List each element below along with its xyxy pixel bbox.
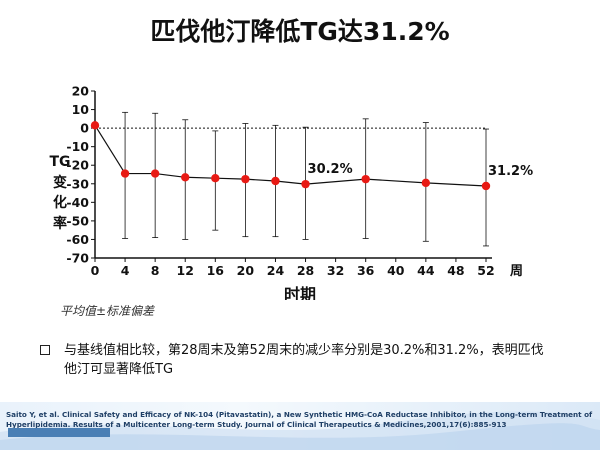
x-tick-label: 20: [237, 263, 255, 278]
x-tick-label: 4: [121, 263, 130, 278]
data-point: [301, 179, 310, 189]
y-tick-label: -20: [66, 158, 89, 173]
y-tick-label: 10: [72, 102, 90, 117]
slide-title: 匹伐他汀降低TG达31.2%: [150, 17, 450, 46]
y-axis-label-char: 化: [53, 194, 67, 211]
y-tick-label: -30: [66, 176, 89, 191]
square-bullet-icon: [40, 345, 50, 355]
x-tick-label: 24: [267, 263, 285, 278]
data-point: [150, 169, 160, 178]
data-label: 31.2%: [488, 164, 533, 179]
x-tick-label: 16: [207, 263, 225, 278]
x-axis-label: 时期: [284, 285, 316, 300]
x-unit-label: 周: [510, 264, 523, 279]
x-tick-label: 36: [357, 263, 375, 278]
footer-wave-decoration: [0, 411, 600, 450]
y-tick-label: 20: [72, 84, 90, 99]
data-point: [211, 174, 220, 183]
x-tick-label: 40: [387, 263, 405, 278]
x-tick-label: 48: [447, 263, 464, 278]
data-point: [181, 173, 190, 182]
x-tick-label: 32: [327, 263, 344, 278]
y-tick-label: -60: [66, 232, 89, 247]
data-point: [271, 176, 280, 186]
x-tick-label: 28: [297, 263, 314, 278]
x-tick-label: 0: [91, 263, 100, 278]
data-point: [90, 121, 100, 130]
y-axis-label-char: TG: [49, 154, 70, 170]
y-axis-label-char: 率: [53, 215, 67, 232]
x-tick-label: 52: [477, 263, 494, 278]
data-point: [241, 174, 250, 184]
x-tick-label: 8: [151, 263, 160, 278]
mean-sd-note: 平均值±标准偏差: [60, 304, 155, 318]
journal-logo: [8, 428, 110, 437]
data-label: 30.2%: [308, 162, 353, 177]
data-point: [120, 169, 130, 178]
x-tick-label: 44: [417, 263, 435, 278]
y-tick-label: -70: [66, 251, 89, 266]
y-tick-label: -10: [66, 139, 89, 154]
data-point: [421, 178, 431, 188]
y-tick-label: -50: [66, 213, 89, 228]
y-axis-label-char: 变: [53, 174, 67, 191]
y-tick-label: 0: [80, 121, 89, 136]
citation-text: Saito Y, et al. Clinical Safety and Effi…: [6, 410, 593, 429]
y-tick-label: -40: [66, 195, 89, 210]
data-point: [361, 174, 370, 184]
bullet-text: 与基线值相比较，第28周末及第52周末的减少率分别是30.2%和31.2%，表明…: [64, 343, 544, 377]
x-tick-label: 12: [177, 263, 194, 278]
data-point: [481, 181, 491, 191]
